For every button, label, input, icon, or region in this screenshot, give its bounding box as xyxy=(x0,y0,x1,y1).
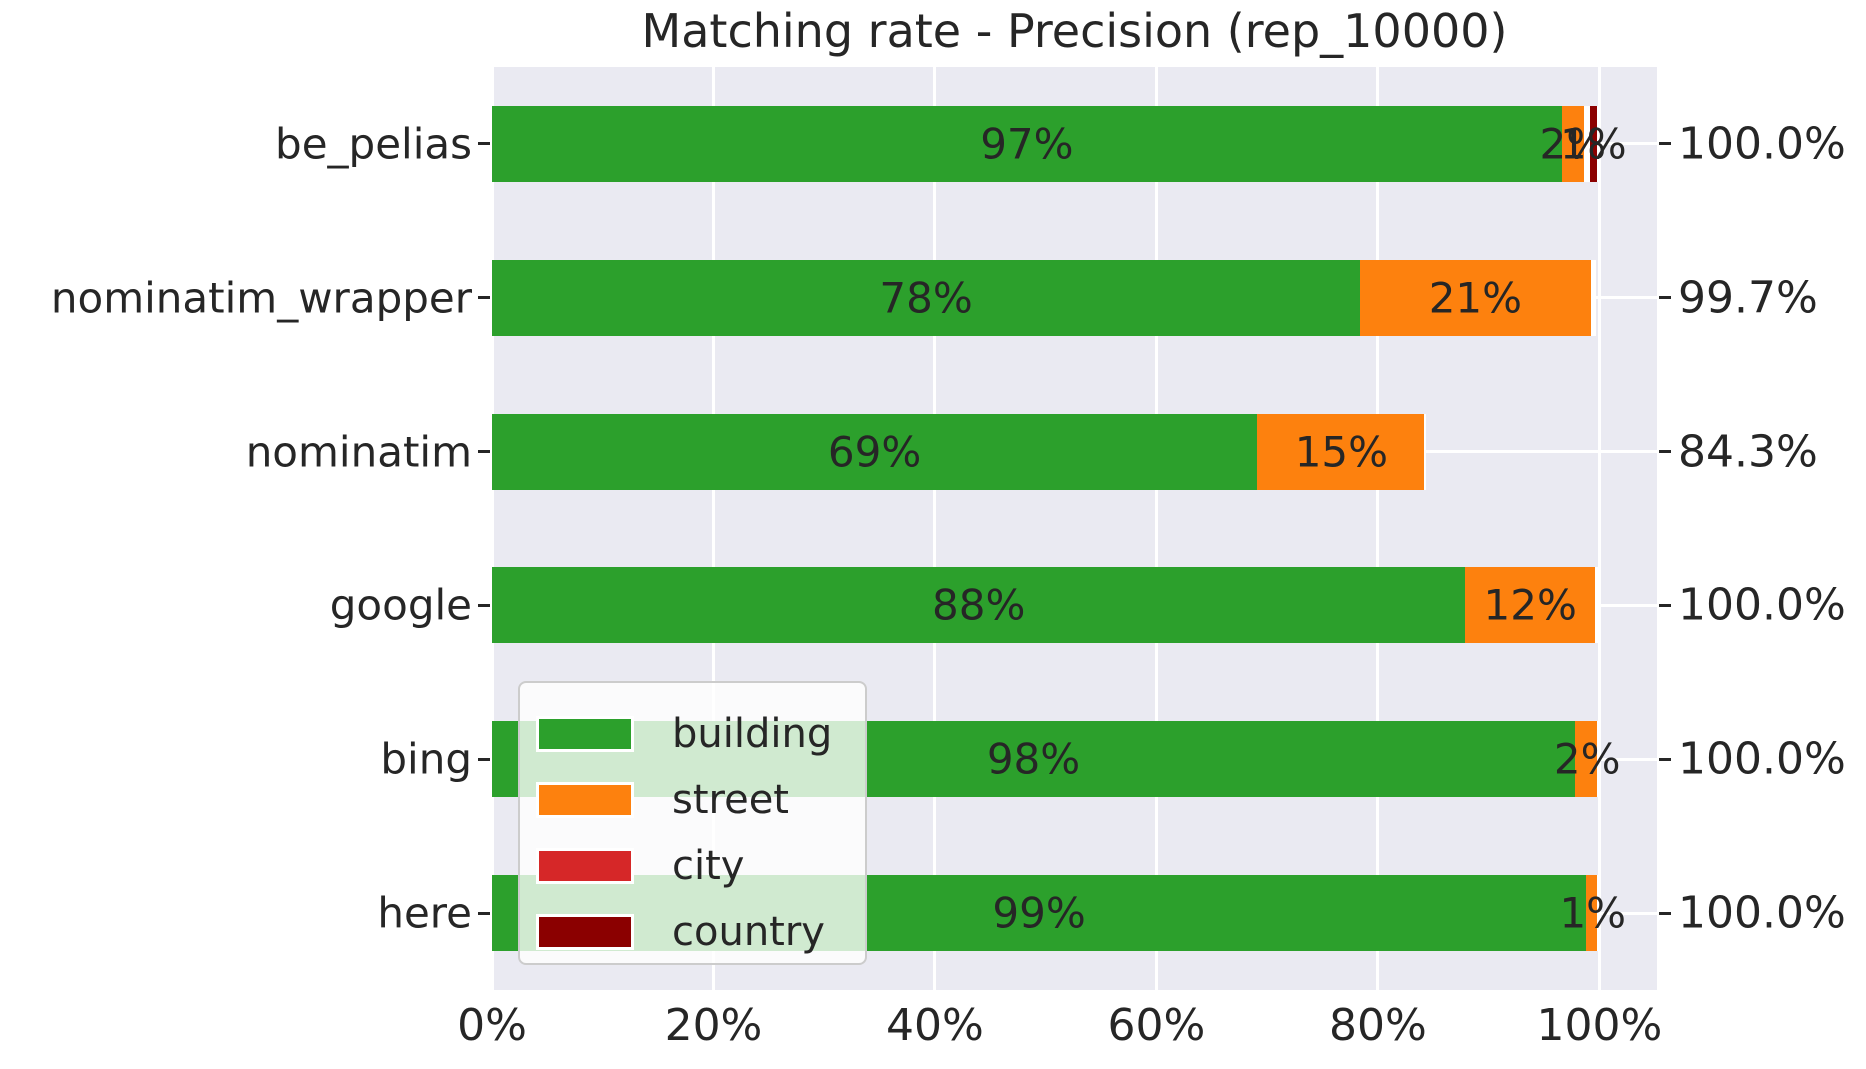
right-axis-tick xyxy=(1659,450,1671,454)
bar-value-label-street: 1% xyxy=(1559,888,1627,938)
gridline-vertical xyxy=(1154,67,1158,990)
bar-segment-building xyxy=(492,413,1258,490)
legend-row-country: country xyxy=(536,901,865,963)
bar-total-label: 84.3% xyxy=(1678,426,1818,478)
bar-value-label-building: 88% xyxy=(932,580,1026,630)
gridline-vertical xyxy=(1597,67,1601,990)
bar-value-label-building: 98% xyxy=(986,734,1081,784)
bar-segment-street xyxy=(1257,413,1426,490)
chart-title: Matching rate - Precision (rep_10000) xyxy=(641,4,1508,58)
bar-segment-street xyxy=(1360,259,1591,336)
bar-value-label-building: 99% xyxy=(992,888,1086,938)
bar-value-label-street: 21% xyxy=(1428,273,1523,323)
bar-total-label: 99.7% xyxy=(1678,272,1818,324)
y-axis-label-here: here xyxy=(377,888,472,938)
y-axis-label-nominatim: nominatim xyxy=(245,427,472,477)
bar-segment-city xyxy=(1583,105,1588,182)
legend-row-building: building xyxy=(536,703,865,765)
bar-total-label: 100.0% xyxy=(1678,579,1846,631)
bar-value-label-country: 1% xyxy=(1559,119,1627,169)
bar-segment-building xyxy=(492,259,1361,336)
gridline-vertical xyxy=(490,67,494,990)
y-axis-tick xyxy=(478,296,490,300)
legend-label-building: building xyxy=(672,711,833,757)
bar-value-label-building: 69% xyxy=(827,427,922,477)
y-axis-label-nominatim_wrapper: nominatim_wrapper xyxy=(50,273,472,323)
right-axis-tick xyxy=(1659,603,1671,607)
bar-segment-building xyxy=(492,567,1466,644)
bar-segment-street xyxy=(1575,721,1600,798)
bar-value-label-street: 15% xyxy=(1294,427,1389,477)
bar-segment-street xyxy=(1586,875,1600,952)
bar-total-label: 100.0% xyxy=(1678,733,1846,785)
legend-row-street: street xyxy=(536,769,865,831)
legend-label-street: street xyxy=(672,777,789,823)
y-axis-tick xyxy=(478,757,490,761)
legend-swatch-building xyxy=(536,716,634,752)
gridline-vertical xyxy=(933,67,937,990)
legend-label-country: country xyxy=(672,909,825,955)
y-axis-tick xyxy=(478,450,490,454)
bar-value-label-building: 97% xyxy=(980,119,1074,169)
bar-segment-city xyxy=(1590,259,1597,336)
y-axis-tick xyxy=(478,603,490,607)
right-axis-tick xyxy=(1659,911,1671,915)
legend: building street city country xyxy=(518,681,867,965)
bar-total-label: 100.0% xyxy=(1678,887,1846,939)
x-axis-tick-label: 80% xyxy=(1329,1000,1427,1051)
right-axis-tick xyxy=(1659,296,1671,300)
y-axis-label-google: google xyxy=(329,580,472,630)
bar-segment-country xyxy=(1587,105,1600,182)
x-axis-tick-label: 40% xyxy=(886,1000,984,1051)
x-axis-tick-label: 100% xyxy=(1536,1000,1663,1051)
bar-total-label: 100.0% xyxy=(1678,118,1846,170)
bar-segment-street xyxy=(1465,567,1595,644)
bar-value-label-street: 2% xyxy=(1553,734,1621,784)
legend-swatch-city xyxy=(536,848,634,884)
x-axis-tick-label: 20% xyxy=(664,1000,763,1051)
right-axis-tick xyxy=(1659,757,1671,761)
bar-value-label-building: 78% xyxy=(879,273,973,323)
legend-row-city: city xyxy=(536,835,865,897)
y-axis-tick xyxy=(478,142,490,146)
gridline-vertical xyxy=(1376,67,1380,990)
gridline-vertical xyxy=(711,67,715,990)
y-axis-tick xyxy=(478,911,490,915)
y-axis-label-be_pelias: be_pelias xyxy=(275,119,472,169)
bar-segment-street xyxy=(1561,105,1584,182)
legend-swatch-country xyxy=(536,914,634,950)
bar-segment-city xyxy=(1594,567,1600,644)
legend-label-city: city xyxy=(672,843,745,889)
bar-value-label-street: 2% xyxy=(1539,119,1607,169)
x-axis-tick-label: 60% xyxy=(1107,1000,1206,1051)
x-axis-tick-label: 0% xyxy=(457,1000,527,1051)
bar-segment-building xyxy=(492,105,1562,182)
y-axis-label-bing: bing xyxy=(380,734,472,784)
bar-value-label-street: 12% xyxy=(1483,580,1577,630)
legend-swatch-street xyxy=(536,782,634,818)
right-axis-tick xyxy=(1659,142,1671,146)
